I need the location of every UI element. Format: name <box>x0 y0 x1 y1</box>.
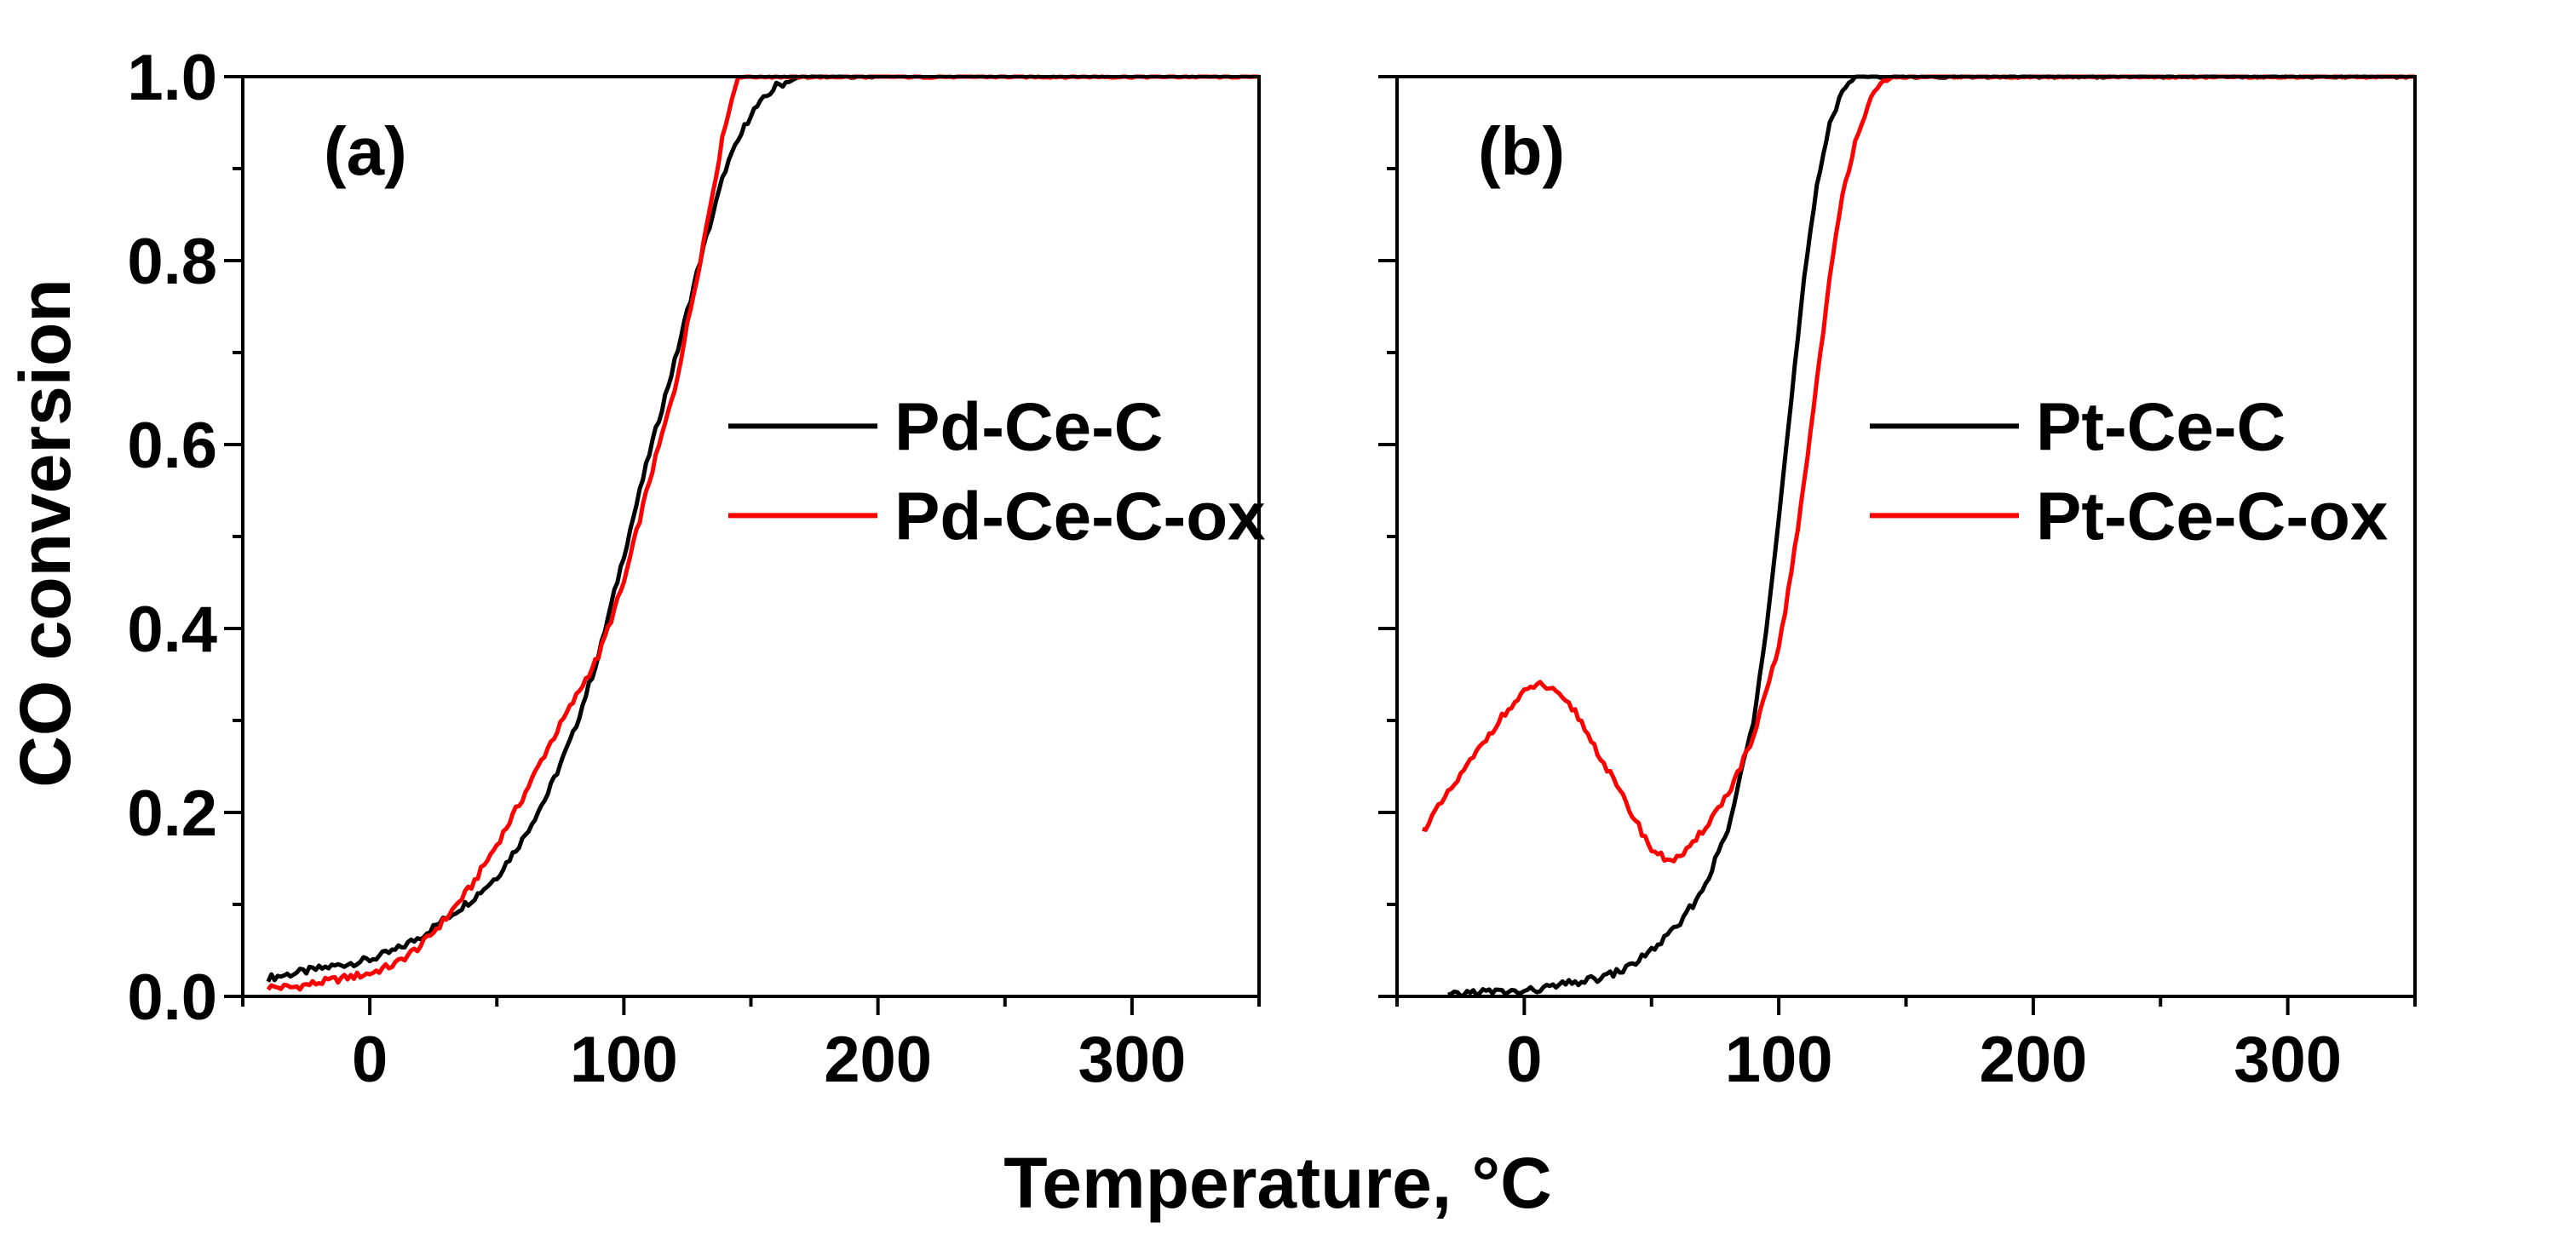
x-tick-label: 200 <box>1979 1024 2087 1096</box>
y-tick-label: 0.8 <box>127 226 217 298</box>
x-tick-label: 100 <box>570 1024 678 1096</box>
x-tick-label: 200 <box>824 1024 932 1096</box>
x-tick-label: 300 <box>2234 1024 2342 1096</box>
legend-label-pt-ce-c: Pt-Ce-C <box>2036 388 2286 464</box>
panel-a: 0 100 200 300 0.0 0.2 0.4 0.6 0.8 1.0 (a) Pd-Ce-C… <box>127 42 1265 1096</box>
x-tick-label: 0 <box>352 1024 388 1096</box>
panel-b-label: (b) <box>1478 113 1565 189</box>
legend-label-pd-ce-c-ox: Pd-Ce-C-ox <box>894 478 1266 554</box>
panel-a-label: (a) <box>324 113 407 189</box>
x-tick-label: 300 <box>1078 1024 1186 1096</box>
panel-b: 0 100 200 300 (b) Pt-Ce-C Pt-Ce-C-ox <box>1378 74 2417 1096</box>
y-axis-title: CO conversion <box>5 278 85 787</box>
panel-b-frame <box>1395 75 2417 998</box>
panel-b-ticks: 0 100 200 300 <box>1378 75 2417 1096</box>
panel-a-ticks: 0 100 200 300 0.0 0.2 0.4 0.6 0.8 1.0 <box>127 42 1261 1096</box>
panel-b-legend: Pt-Ce-C Pt-Ce-C-ox <box>1870 388 2388 554</box>
x-tick-label: 0 <box>1506 1024 1542 1096</box>
x-axis-title: Temperature, °C <box>1003 1143 1552 1223</box>
legend-label-pt-ce-c-ox: Pt-Ce-C-ox <box>2036 478 2388 554</box>
series-line-pd-ce-c <box>266 74 878 983</box>
panel-a-frame <box>241 75 1261 998</box>
panel-a-legend: Pd-Ce-C Pd-Ce-C-ox <box>728 388 1266 554</box>
y-tick-label: 0.2 <box>127 778 217 850</box>
y-tick-label: 1.0 <box>127 42 217 114</box>
legend-label-pd-ce-c: Pd-Ce-C <box>894 388 1164 464</box>
x-tick-label: 100 <box>1725 1024 1833 1096</box>
y-tick-label: 0.0 <box>127 961 217 1034</box>
y-tick-label: 0.4 <box>127 594 217 666</box>
y-tick-label: 0.6 <box>127 410 217 482</box>
